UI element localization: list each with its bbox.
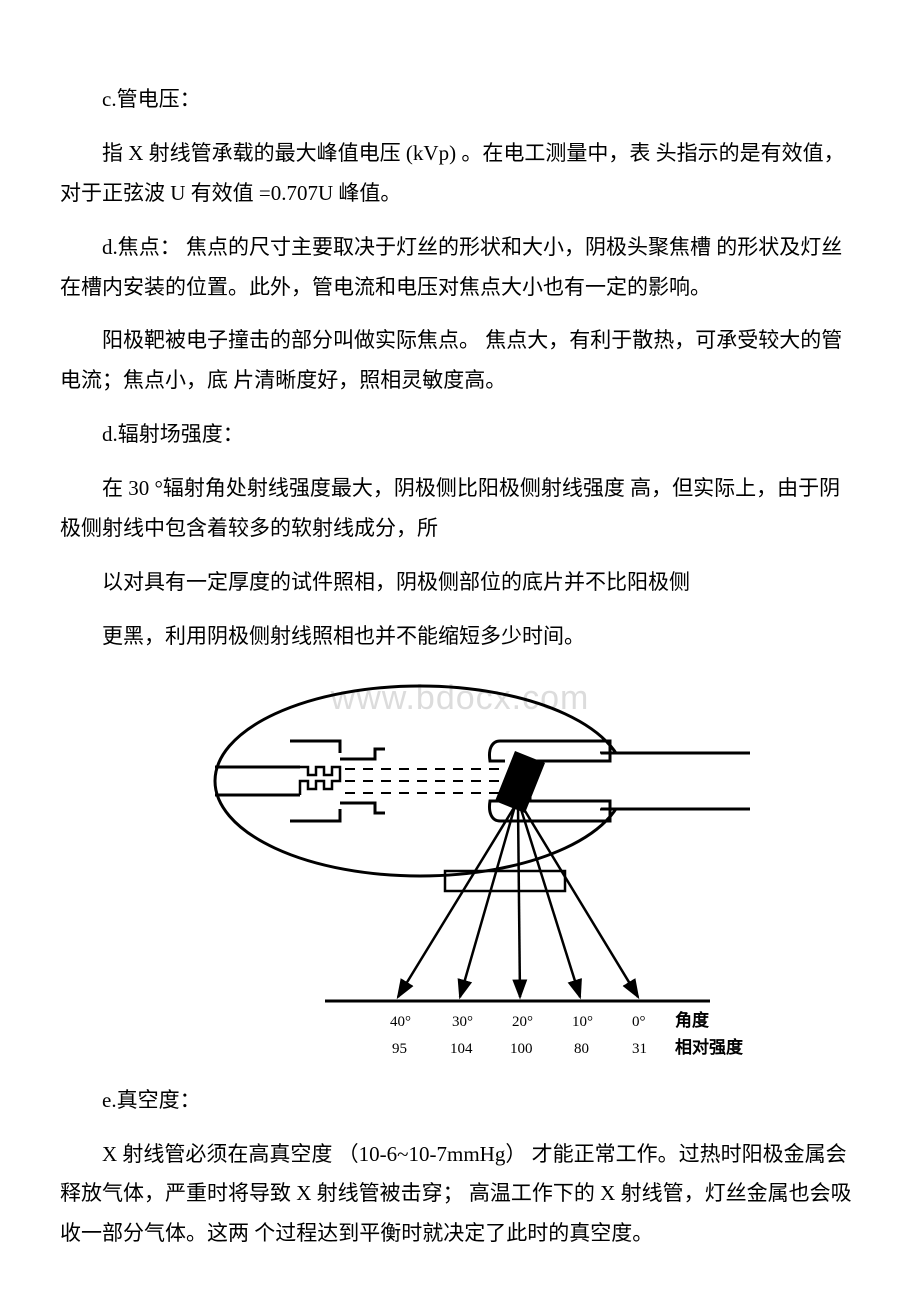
angle-label: 10° bbox=[572, 1014, 593, 1030]
intensity-label: 104 bbox=[450, 1041, 473, 1057]
paragraph: e.真空度： bbox=[60, 1081, 860, 1121]
paragraph: d.辐射场强度： bbox=[60, 415, 860, 455]
intensity-label: 80 bbox=[574, 1041, 589, 1057]
angle-row-title: 角度 bbox=[675, 1010, 710, 1030]
angle-label: 40° bbox=[390, 1014, 411, 1030]
xray-tube-svg: 40° 30° 20° 10° 0° 角度 95 104 100 80 31 相… bbox=[170, 671, 750, 1071]
paragraph: 指 X 射线管承载的最大峰值电压 (kVp) 。在电工测量中，表 头指示的是有效… bbox=[60, 134, 860, 214]
paragraph: 在 30 °辐射角处射线强度最大，阴极侧比阳极侧射线强度 高，但实际上，由于阴极… bbox=[60, 469, 860, 549]
ray-10 bbox=[520, 806, 580, 997]
angle-label: 30° bbox=[452, 1014, 473, 1030]
ray-30 bbox=[460, 806, 515, 997]
stem-mask bbox=[600, 753, 750, 809]
paragraph: 以对具有一定厚度的试件照相，阴极侧部位的底片并不比阳极侧 bbox=[60, 563, 860, 603]
paragraph: 更黑，利用阴极侧射线照相也并不能缩短多少时间。 bbox=[60, 617, 860, 657]
filament-coil bbox=[300, 767, 340, 795]
intensity-label: 95 bbox=[392, 1041, 407, 1057]
ray-40 bbox=[398, 806, 515, 997]
paragraph: c.管电压： bbox=[60, 80, 860, 120]
angle-label: 20° bbox=[512, 1014, 533, 1030]
paragraph: d.焦点： 焦点的尺寸主要取决于灯丝的形状和大小，阴极头聚焦槽 的形状及灯丝在槽… bbox=[60, 228, 860, 308]
paragraph: 阳极靶被电子撞击的部分叫做实际焦点。 焦点大，有利于散热，可承受较大的管电流；焦… bbox=[60, 321, 860, 401]
intensity-label: 31 bbox=[632, 1041, 647, 1057]
xray-tube-diagram: www.bdocx.com bbox=[170, 671, 750, 1071]
angle-label: 0° bbox=[632, 1014, 646, 1030]
ray-20 bbox=[518, 806, 520, 997]
ray-0 bbox=[522, 806, 638, 997]
intensity-row-title: 相对强度 bbox=[675, 1037, 744, 1057]
intensity-label: 100 bbox=[510, 1041, 533, 1057]
paragraph: X 射线管必须在高真空度 （10-6~10-7mmHg） 才能正常工作。过热时阳… bbox=[60, 1135, 860, 1255]
